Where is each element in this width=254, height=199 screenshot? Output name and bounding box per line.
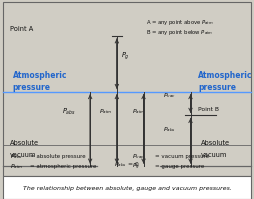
Text: = vacuum pressure: = vacuum pressure <box>155 154 209 159</box>
Text: = gauge pressure: = gauge pressure <box>155 164 204 169</box>
Text: vacuum: vacuum <box>10 152 37 158</box>
Text: Point B: Point B <box>198 107 219 112</box>
Text: The relationship between absolute, gauge and vacuum pressures.: The relationship between absolute, gauge… <box>23 185 231 191</box>
Text: A = any point above $P_{atm}$: A = any point above $P_{atm}$ <box>146 18 214 27</box>
Text: $P_{atm}$: $P_{atm}$ <box>99 107 113 116</box>
Text: $P_{abs}$: $P_{abs}$ <box>10 152 23 161</box>
Text: $P_{atm}$: $P_{atm}$ <box>10 162 24 171</box>
Text: Absolute: Absolute <box>10 140 39 146</box>
Text: $P_{abs}$ = 0: $P_{abs}$ = 0 <box>114 160 140 169</box>
Text: $P_{vac}$: $P_{vac}$ <box>132 152 145 161</box>
Text: $P_g$: $P_g$ <box>132 161 140 172</box>
Text: $P_{abs}$: $P_{abs}$ <box>163 125 176 134</box>
Text: pressure: pressure <box>198 83 236 92</box>
Text: Absolute: Absolute <box>201 140 230 146</box>
Text: $P_{atm}$: $P_{atm}$ <box>132 107 146 116</box>
Text: = absolute pressure: = absolute pressure <box>30 154 86 159</box>
Text: Atmospheric: Atmospheric <box>13 71 67 80</box>
Text: $P_{abs}$: $P_{abs}$ <box>61 106 76 117</box>
Text: vacuum: vacuum <box>201 152 227 158</box>
Text: $P_{vac}$: $P_{vac}$ <box>163 91 176 100</box>
Bar <box>3 176 251 199</box>
Bar <box>3 2 251 176</box>
Text: Atmospheric: Atmospheric <box>198 71 253 80</box>
Text: $P_g$: $P_g$ <box>121 51 129 62</box>
Text: B = any point below $P_{atm}$: B = any point below $P_{atm}$ <box>146 28 213 37</box>
Text: Point A: Point A <box>10 26 34 32</box>
Text: = atmospheric pressure: = atmospheric pressure <box>30 164 97 169</box>
Text: pressure: pressure <box>13 83 51 92</box>
